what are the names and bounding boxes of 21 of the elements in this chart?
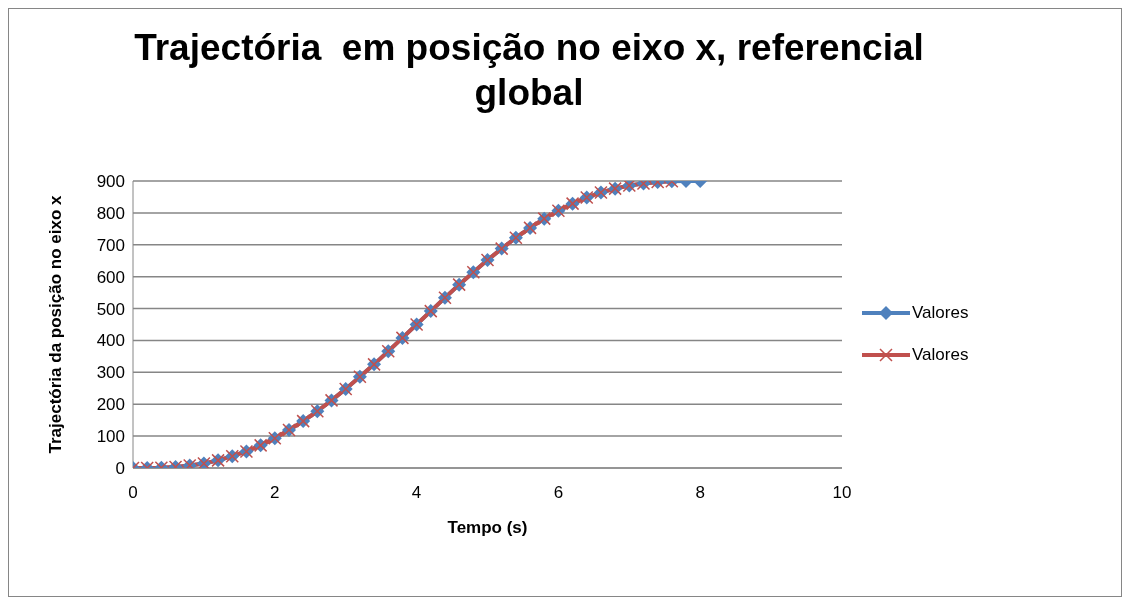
x-tick-label: 2 [270,483,280,503]
y-tick-label: 800 [96,203,125,223]
x-tick-label: 0 [128,483,138,503]
chart-title: Trajectória em posição no eixo x, referencial global [133,26,925,115]
y-tick-label: 900 [96,172,125,192]
x-axis-title: Tempo (s) [447,518,528,537]
y-tick-label: 0 [115,459,125,479]
x-tick-label: 10 [832,483,852,503]
y-tick-label: 100 [96,427,125,447]
legend-label: Valores [912,344,969,365]
y-tick-label: 400 [96,331,125,351]
y-tick-label: 700 [96,235,125,255]
x-tick-label: 6 [553,483,564,503]
y-tick-label: 600 [96,267,125,287]
y-axis-title: Trajectória da posição no eixo x [46,194,66,454]
x-tick-label: 8 [695,483,705,503]
legend-label: Valores [912,302,969,323]
y-tick-label: 300 [96,363,125,383]
y-tick-label: 500 [96,299,125,319]
y-tick-label: 200 [96,395,125,415]
x-tick-label: 4 [411,483,422,503]
